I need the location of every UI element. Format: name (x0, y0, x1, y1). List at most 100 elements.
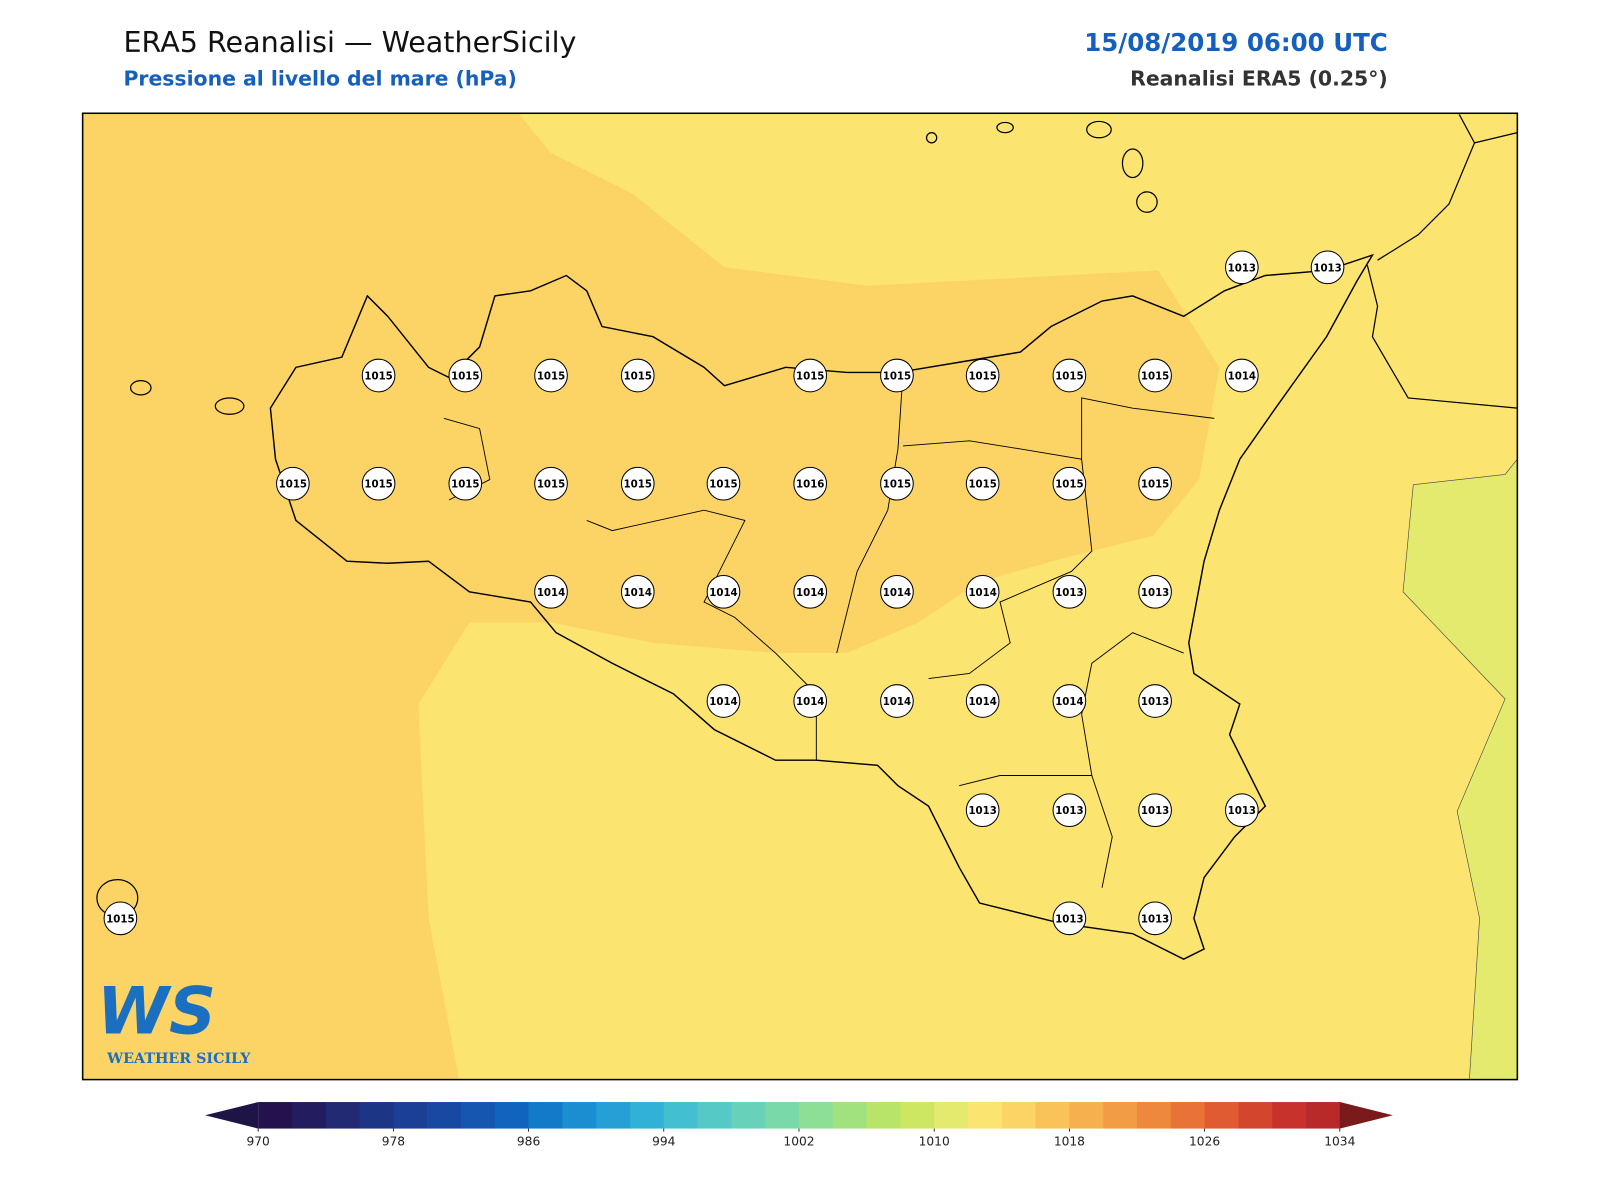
station-marker (1138, 358, 1172, 393)
station-value: 1015 (1055, 480, 1083, 491)
colorbar-bin (1103, 1102, 1138, 1129)
station-marker (1225, 358, 1259, 393)
station-value: 1016 (796, 480, 824, 491)
colorbar-bin (798, 1102, 834, 1129)
datetime: 15/08/2019 06:00 UTC (1084, 28, 1388, 57)
station-marker (793, 466, 828, 501)
station-value: 1015 (279, 480, 307, 491)
colorbar-bin (1136, 1102, 1172, 1129)
colorbar-bin (393, 1102, 428, 1129)
calabria-coast (1366, 113, 1518, 409)
station-value: 1014 (1228, 372, 1256, 383)
station-marker (793, 575, 828, 609)
colorbar-tick-label: 1026 (1189, 1134, 1220, 1148)
station-marker (1052, 684, 1087, 718)
station-value: 1014 (968, 588, 996, 599)
colorbar-tick-label: 978 (382, 1134, 405, 1148)
station-marker (1138, 684, 1172, 718)
colorbar-bin (359, 1102, 394, 1129)
colorbar-bin (528, 1102, 563, 1129)
colorbar-bin (663, 1102, 699, 1129)
colorbar-bin (291, 1102, 327, 1129)
station-value: 1015 (968, 372, 996, 383)
source: Reanalisi ERA5 (0.25°) (1130, 67, 1388, 91)
station-value: 1013 (1055, 588, 1083, 599)
colorbar-bin (765, 1102, 800, 1129)
logo-letters: WS (97, 973, 216, 1049)
colorbar-bin (1170, 1102, 1206, 1129)
station-value: 1015 (624, 372, 652, 383)
station-marker (1052, 575, 1087, 609)
coastline (269, 253, 1375, 960)
colorbar-bin (1305, 1102, 1341, 1129)
colorbar-tick-label: 970 (246, 1134, 269, 1148)
station-marker (880, 358, 914, 393)
station-value: 1014 (968, 697, 996, 708)
station-value: 1015 (883, 372, 911, 383)
station-marker (534, 466, 568, 501)
station-value: 1013 (1141, 588, 1169, 599)
station-value: 1015 (364, 480, 392, 491)
colorbar-bin (562, 1102, 597, 1129)
station-marker (1225, 793, 1259, 828)
colorbar-bin (460, 1102, 496, 1129)
station-marker (361, 358, 396, 393)
colorbar-over (1339, 1102, 1393, 1129)
station-value: 1014 (537, 588, 565, 599)
station-marker (965, 575, 1000, 609)
station-marker (276, 466, 310, 501)
station-marker (965, 793, 1000, 828)
colorbar-tick-label: 1034 (1324, 1134, 1355, 1148)
colorbar-bin (1001, 1102, 1037, 1129)
station-value: 1015 (364, 372, 392, 383)
colorbar-tick-label: 986 (517, 1134, 541, 1148)
station-marker (793, 358, 828, 393)
colorbar-bin (427, 1102, 462, 1129)
station-value: 1015 (451, 372, 479, 383)
station-marker (1225, 250, 1259, 285)
station-marker (534, 358, 568, 393)
colorbar-bin (832, 1102, 868, 1129)
station-marker (1052, 901, 1087, 936)
station-marker (534, 575, 568, 609)
station-marker (1052, 793, 1087, 828)
logo: WS WEATHER SICILY (97, 973, 251, 1067)
station-marker (880, 466, 914, 501)
station-value: 1014 (883, 697, 911, 708)
station-value: 1015 (1141, 480, 1169, 491)
colorbar-bin (596, 1102, 631, 1129)
station-marker (1138, 901, 1172, 936)
colorbar-tick-label: 994 (652, 1134, 676, 1148)
station-value: 1015 (796, 372, 824, 383)
station-value: 1015 (1141, 372, 1169, 383)
station-value: 1015 (968, 480, 996, 491)
station-marker (1138, 793, 1172, 828)
station-value: 1015 (537, 372, 565, 383)
colorbar-bin (731, 1102, 766, 1129)
station-marker (620, 575, 655, 609)
station-value: 1013 (1228, 263, 1256, 274)
station-marker (965, 684, 1000, 718)
colorbar: 970 978 986 994 1002 1010 1018 1026 1034 (205, 1102, 1393, 1148)
pressure-field (1402, 458, 1518, 1080)
subtitle: Pressione al livello del mare (hPa) (123, 67, 516, 91)
colorbar-bin (697, 1102, 732, 1129)
station-value: 1014 (796, 588, 824, 599)
station-value: 1013 (1141, 914, 1169, 925)
station-marker (448, 466, 483, 501)
station-value: 1013 (1313, 263, 1341, 274)
colorbar-bin (900, 1102, 935, 1129)
colorbar-bin (934, 1102, 969, 1129)
station-layer: 1013 1013 1015 1015 1015 1015 1015 1015 1015 1015… (103, 250, 1345, 936)
station-value: 1015 (451, 480, 479, 491)
station-value: 1013 (1141, 697, 1169, 708)
station-value: 1013 (1228, 806, 1256, 817)
colorbar-bin (866, 1102, 901, 1129)
station-value: 1014 (796, 697, 824, 708)
station-value: 1013 (1141, 806, 1169, 817)
title: ERA5 Reanalisi — WeatherSicily (123, 25, 576, 59)
station-marker (965, 466, 1000, 501)
station-value: 1014 (709, 697, 737, 708)
station-marker (620, 358, 655, 393)
